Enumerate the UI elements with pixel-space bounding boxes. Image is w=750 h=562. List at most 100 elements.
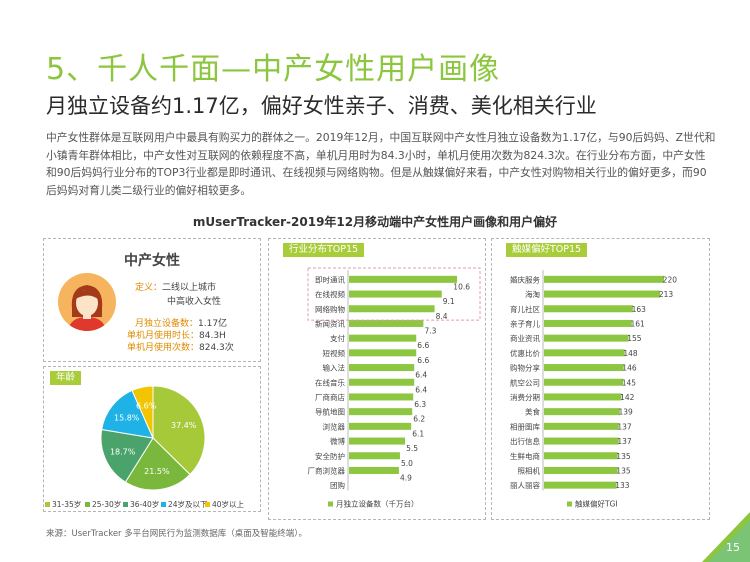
- category-label: 消费分期: [510, 392, 540, 402]
- value-label: 161: [630, 319, 645, 328]
- bar: [544, 408, 620, 416]
- legend-swatch: [161, 502, 166, 507]
- legend-label: 36-40岁: [130, 499, 159, 509]
- page-title: 5、千人千面—中产女性用户画像: [46, 52, 501, 87]
- bar: [349, 364, 415, 372]
- category-label: 航空公司: [510, 377, 540, 387]
- category-label: 输入法: [323, 363, 346, 373]
- stat-value: 824.3次: [199, 343, 234, 353]
- category-label: 商业资讯: [510, 333, 540, 343]
- pie-slice: [152, 385, 206, 476]
- legend-swatch: [85, 502, 90, 507]
- stat-value: 84.3H: [199, 331, 226, 341]
- category-label: 优惠比价: [510, 348, 540, 358]
- bar: [544, 349, 625, 357]
- corner-triangle-icon: [702, 512, 750, 562]
- value-label: 137: [617, 422, 632, 431]
- pie-value-label: 15.8%: [114, 414, 140, 423]
- legend-label: 月独立设备数（千万台）: [336, 499, 419, 509]
- bar: [544, 437, 619, 445]
- chart-main-title: mUserTracker-2019年12月移动端中产女性用户画像和用户偏好: [192, 215, 558, 229]
- category-label: 丽人丽容: [510, 480, 540, 490]
- definition-label: 定义：: [135, 283, 163, 293]
- stat-label: 月独立设备数：: [135, 319, 199, 329]
- value-label: 10.6: [453, 282, 470, 291]
- intro-paragraph: 中产女性群体是互联网用户中最具有购买力的群体之一。2019年12月，中国互联网中…: [46, 131, 716, 197]
- value-label: 5.0: [401, 459, 413, 468]
- legend-label: 触媒偏好TGI: [575, 499, 618, 509]
- bar: [544, 305, 633, 313]
- category-label: 新闻资讯: [315, 318, 345, 328]
- pie-value-label: 18.7%: [110, 448, 136, 457]
- persona-name: 中产女性: [124, 253, 180, 269]
- value-label: 145: [622, 378, 637, 387]
- value-label: 133: [615, 481, 630, 490]
- category-label: 团购: [330, 480, 345, 490]
- bar: [349, 275, 457, 283]
- bar: [349, 452, 400, 460]
- legend-swatch: [328, 501, 333, 507]
- bar: [544, 452, 618, 460]
- category-label: 短视频: [323, 348, 346, 358]
- bar: [544, 378, 624, 386]
- category-label: 即时通讯: [315, 274, 345, 284]
- category-label: 相册图库: [510, 421, 540, 431]
- value-label: 155: [627, 334, 642, 343]
- page-number: 15: [726, 541, 740, 554]
- media-bar-chart: 婚庆服务 220 海淘 213 育儿社区 163 亲子育儿 161 商业资讯 155 优惠比价 148…: [510, 270, 677, 509]
- bar: [544, 364, 624, 372]
- value-label: 8.4: [436, 312, 448, 321]
- industry-bar-chart: 即时通讯 10.6 在线视频 9.1 网络购物 8.4 新闻资讯 7.3 支付 6.6 短视频 6.6…: [307, 267, 481, 509]
- value-label: 213: [659, 290, 674, 299]
- source-footer: 来源：UserTracker 多平台网民行为监测数据库（桌面及智能终端）。: [46, 529, 307, 539]
- stat-label: 单机月使用次数：: [127, 343, 200, 353]
- category-label: 生鲜电商: [510, 451, 540, 461]
- value-label: 148: [623, 349, 638, 358]
- stat-label: 单机月使用时长：: [127, 331, 200, 341]
- persona-definition: 定义：二线以上城市: [135, 282, 216, 294]
- category-label: 厂商商店: [315, 392, 345, 402]
- stat-sessions: 单机月使用次数：824.3次: [127, 342, 234, 354]
- bar: [349, 466, 399, 474]
- value-label: 142: [620, 393, 635, 402]
- category-label: 导航地图: [315, 407, 345, 417]
- bar: [349, 437, 406, 445]
- age-pie-chart: 37.4% 21.5% 18.7% 15.8% 6.6% 31-35岁 25-30岁 36-4…: [45, 385, 245, 509]
- bar: [349, 319, 424, 327]
- category-label: 购物分享: [510, 363, 540, 373]
- value-label: 9.1: [443, 297, 455, 306]
- stat-duration: 单机月使用时长：84.3H: [127, 330, 226, 342]
- category-label: 安全防护: [315, 451, 345, 461]
- category-label: 浏览器: [323, 421, 346, 431]
- category-label: 出行信息: [510, 436, 540, 446]
- bar: [349, 349, 417, 357]
- bar: [349, 393, 414, 401]
- bar: [349, 408, 413, 416]
- category-label: 美食: [525, 407, 540, 417]
- value-label: 135: [616, 466, 631, 475]
- stat-value: 1.17亿: [198, 319, 228, 329]
- category-label: 厂商浏览器: [308, 465, 346, 475]
- bar: [544, 393, 622, 401]
- value-label: 137: [617, 437, 632, 446]
- category-label: 海淘: [525, 289, 540, 299]
- pie-value-label: 37.4%: [171, 421, 197, 430]
- legend-swatch: [123, 502, 128, 507]
- value-label: 135: [616, 452, 631, 461]
- bar: [544, 466, 618, 474]
- bar: [544, 334, 629, 342]
- bar: [544, 319, 632, 327]
- value-label: 6.6: [417, 356, 429, 365]
- pie-slice: [101, 389, 154, 439]
- legend-label: 25-30岁: [92, 499, 121, 509]
- category-label: 育儿社区: [510, 304, 540, 314]
- legend-swatch: [205, 502, 210, 507]
- category-label: 微博: [330, 436, 345, 446]
- definition-line-1: 二线以上城市: [162, 283, 217, 293]
- category-label: 支付: [330, 333, 345, 343]
- pie-value-label: 6.6%: [136, 401, 157, 410]
- industry-panel: [268, 238, 486, 520]
- woman-avatar-icon: [58, 273, 116, 331]
- bar: [349, 378, 415, 386]
- value-label: 146: [622, 364, 637, 373]
